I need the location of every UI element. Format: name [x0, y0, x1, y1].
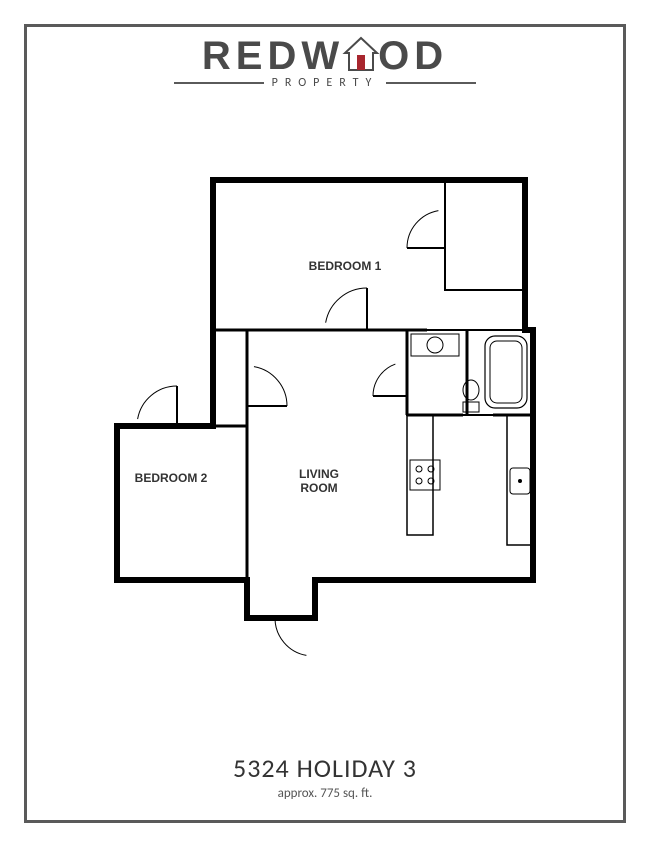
- house-icon: [341, 35, 381, 80]
- floorplan-svg: BEDROOM 1 BEDROOM 2 LIVINGROOM: [55, 160, 595, 660]
- page: REDW OD PROPERTY BEDROOM 1 BEDROOM 2 LIVIN…: [0, 0, 650, 847]
- property-subtitle: approx. 775 sq. ft.: [0, 786, 650, 801]
- brand-wordmark: REDW OD: [0, 34, 650, 80]
- brand-rule-right: [386, 82, 476, 84]
- brand-rule-left: [174, 82, 264, 84]
- house-door: [357, 55, 365, 70]
- room-label-bedroom1: BEDROOM 1: [309, 259, 382, 273]
- room-label-living2: ROOM: [300, 481, 337, 495]
- brand-word-right: OD: [378, 34, 448, 78]
- room-label-living: LIVING: [299, 467, 339, 481]
- brand-sub-row: PROPERTY: [0, 76, 650, 90]
- brand-word-left: REDW: [202, 34, 344, 78]
- brand-logo: REDW OD PROPERTY: [0, 34, 650, 90]
- room-label-bedroom2: BEDROOM 2: [135, 471, 208, 485]
- brand-sub: PROPERTY: [272, 76, 379, 90]
- title-block: 5324 HOLIDAY 3 approx. 775 sq. ft.: [0, 752, 650, 801]
- property-title: 5324 HOLIDAY 3: [0, 752, 650, 784]
- floorplan: BEDROOM 1 BEDROOM 2 LIVINGROOM: [0, 160, 650, 680]
